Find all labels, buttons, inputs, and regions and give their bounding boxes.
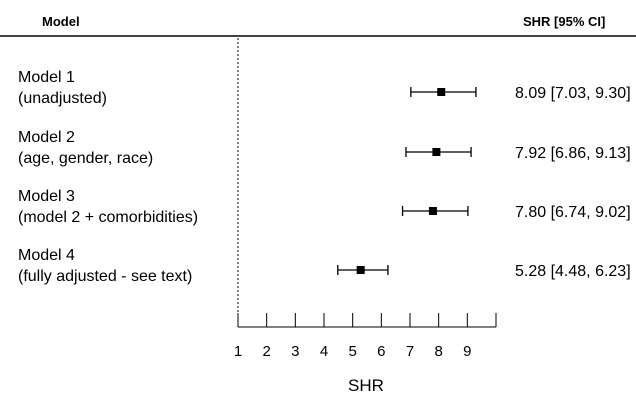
point-estimate-marker [437,88,446,96]
rows-layer: Model 1(unadjusted) 8.09 [7.03, 9.30]Mode… [18,69,631,285]
forest-row: Model 3 (model 2 + comorbidities) 7.80 [6.… [18,188,631,226]
x-tick-label: 7 [406,343,414,360]
x-axis-title: SHR [348,376,384,395]
row-label-detail: (model 2 + comorbidities) [18,209,198,226]
row-label-title: Model 1 [18,69,75,86]
x-tick-label: 4 [320,343,328,360]
estimate-text: 7.80 [6.74, 9.02] [515,204,631,221]
row-label-detail: (fully adjusted - see text) [18,268,192,285]
x-axis-ticks: 1 2 3 4 5 6 7 8 9 [234,313,497,360]
forest-row: Model 1 (unadjusted) 8.09 [7.03, 9.30] [18,69,631,107]
forest-row: Model 2 (age, gender, race) 7.92 [6.86, 9.… [18,129,631,167]
estimate-text: 7.92 [6.86, 9.13] [515,145,631,162]
estimate-column-header: SHR [95% CI] [523,14,605,29]
x-tick-label: 8 [434,343,442,360]
estimate-text: 8.09 [7.03, 9.30] [515,85,631,102]
row-label-detail: (age, gender, race) [18,150,153,167]
forest-row: Model 4 (fully adjusted - see text) 5.28 [… [18,247,631,285]
point-estimate-marker [428,207,437,215]
row-label-title: Model 3 [18,188,75,205]
model-column-header: Model [42,14,80,29]
estimate-text: 5.28 [4.48, 6.23] [515,263,631,280]
x-tick-label: 1 [234,343,242,360]
x-tick-label: 2 [262,343,270,360]
x-tick-label: 3 [291,343,299,360]
point-estimate-marker [432,148,441,156]
point-estimate-marker [356,266,365,274]
x-tick-label: 6 [377,343,385,360]
x-tick-label: 9 [463,343,471,360]
row-label-title: Model 2 [18,129,75,146]
x-tick-label: 5 [348,343,356,360]
row-label-detail: (unadjusted) [18,90,107,107]
row-label-title: Model 4 [18,247,75,264]
